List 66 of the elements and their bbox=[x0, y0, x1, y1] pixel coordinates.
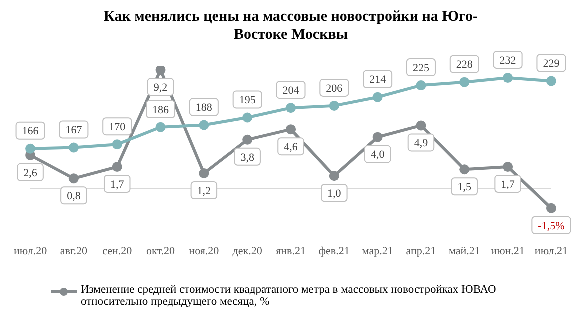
point bbox=[199, 120, 210, 130]
point bbox=[372, 92, 383, 102]
point bbox=[546, 76, 556, 86]
point bbox=[329, 171, 340, 182]
point bbox=[416, 80, 426, 91]
point bbox=[416, 120, 426, 131]
point bbox=[68, 174, 79, 184]
point bbox=[242, 112, 253, 123]
data-label: 167 bbox=[66, 124, 83, 137]
x-tick-label: май.21 bbox=[448, 245, 480, 258]
point bbox=[199, 168, 210, 179]
point bbox=[286, 124, 296, 135]
data-label: 228 bbox=[456, 59, 474, 72]
data-label: 186 bbox=[152, 104, 170, 116]
x-tick-label: апр.21 bbox=[406, 245, 436, 258]
data-label: -1,5% bbox=[538, 220, 565, 232]
data-label: 188 bbox=[196, 102, 213, 114]
data-label: 206 bbox=[326, 82, 344, 95]
chart-title: Как менялись цены на массовые новостройки на Юго-Востоке Москвы bbox=[103, 8, 479, 44]
x-tick-label: ноя.20 bbox=[189, 245, 220, 258]
x-tick-label: сен.20 bbox=[102, 245, 133, 258]
data-label: 2,6 bbox=[24, 167, 38, 180]
data-label: 225 bbox=[412, 62, 430, 74]
point bbox=[372, 132, 383, 142]
x-tick-label: июн.21 bbox=[491, 245, 525, 258]
data-label: 229 bbox=[543, 58, 560, 70]
point bbox=[68, 142, 79, 153]
point bbox=[546, 203, 556, 214]
point bbox=[112, 140, 122, 150]
point bbox=[112, 162, 122, 172]
point bbox=[242, 134, 253, 145]
x-tick-label: июл.20 bbox=[14, 245, 48, 258]
data-label: 0,8 bbox=[67, 190, 82, 203]
x-tick-label: дек.20 bbox=[232, 245, 263, 258]
x-tick-label: авг.20 bbox=[60, 245, 88, 258]
data-label: 166 bbox=[22, 126, 40, 138]
x-tick-label: мар.21 bbox=[362, 245, 394, 258]
data-label: 1,5 bbox=[458, 182, 472, 194]
data-label: 214 bbox=[370, 74, 387, 86]
point bbox=[26, 144, 36, 154]
x-tick-label: окт.20 bbox=[146, 245, 176, 258]
data-label: 3,8 bbox=[240, 152, 255, 164]
data-label: 4,6 bbox=[284, 141, 298, 154]
x-tick-label: июл.21 bbox=[534, 245, 568, 258]
data-label: 9,2 bbox=[154, 82, 168, 94]
x-tick-label: янв.21 bbox=[276, 245, 306, 258]
data-label: 1,7 bbox=[110, 178, 125, 191]
data-label: 4,9 bbox=[414, 138, 429, 150]
data-label: 1,0 bbox=[328, 188, 342, 200]
point bbox=[156, 66, 166, 76]
data-label: 204 bbox=[282, 84, 300, 97]
data-label: 170 bbox=[109, 121, 126, 134]
legend-label: Изменение средней стоимости квадратаного метра в массовых новостройках ЮВАО относительно предыдущего месяца, % bbox=[81, 284, 498, 308]
point bbox=[329, 100, 340, 111]
data-label: 195 bbox=[239, 94, 256, 107]
point bbox=[460, 77, 470, 88]
data-label: 1,7 bbox=[501, 178, 516, 191]
point bbox=[503, 162, 514, 172]
data-label: 232 bbox=[500, 54, 516, 67]
point bbox=[156, 122, 166, 132]
data-label: 1,2 bbox=[197, 185, 212, 198]
data-label: 4,0 bbox=[370, 149, 386, 162]
x-tick-label: фев.21 bbox=[318, 245, 350, 258]
point bbox=[286, 103, 296, 114]
point bbox=[460, 164, 470, 175]
point bbox=[503, 73, 514, 84]
